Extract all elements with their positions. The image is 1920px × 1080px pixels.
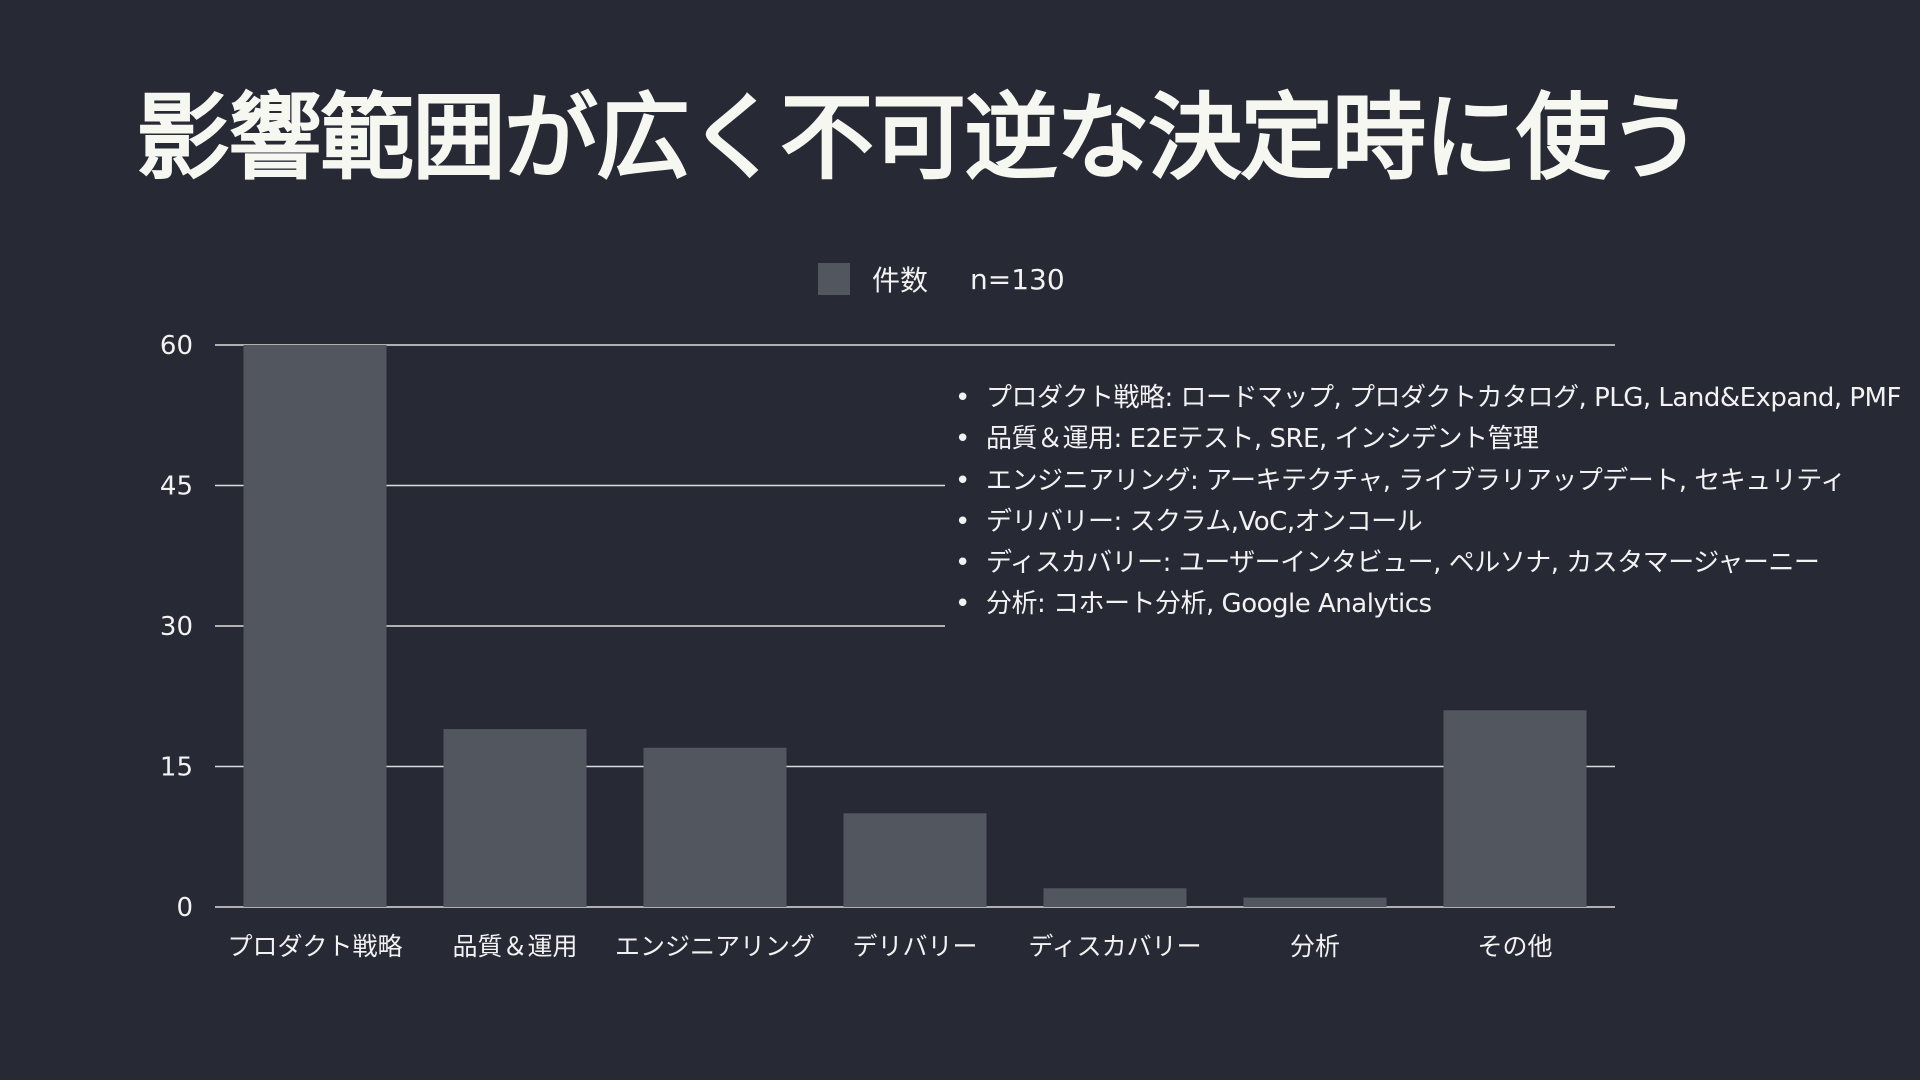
bar (1243, 897, 1387, 907)
annotation-item: 分析: コホート分析, Google Analytics (945, 584, 1920, 626)
y-tick-label: 30 (160, 612, 193, 642)
y-tick-label: 0 (176, 893, 193, 923)
bar (1043, 888, 1187, 907)
x-tick-label: その他 (1477, 932, 1552, 961)
slide-title: 影響範囲が広く不可逆な決定時に使う (136, 84, 1702, 193)
bar (243, 345, 387, 907)
annotation-item: エンジニアリング: アーキテクチャ, ライブラリアップデート, セキュリティ (945, 461, 1920, 503)
y-tick-label: 15 (160, 753, 193, 783)
y-tick-label: 45 (160, 472, 193, 502)
x-tick-label: ディスカバリー (1028, 932, 1201, 961)
legend-note: n=130 (970, 262, 1065, 296)
legend: 件数 n=130 (818, 262, 1065, 297)
annotation-item: ディスカバリー: ユーザーインタビュー, ペルソナ, カスタマージャーニー (945, 543, 1920, 585)
bar (1443, 710, 1587, 907)
x-tick-label: エンジニアリング (615, 932, 815, 961)
legend-swatch (818, 263, 850, 295)
annotation-item: デリバリー: スクラム,VoC,オンコール (945, 502, 1920, 544)
x-tick-label: 分析 (1290, 932, 1340, 961)
annotation-item: プロダクト戦略: ロードマップ, プロダクトカタログ, PLG, Land&Ex… (945, 378, 1920, 420)
x-tick-label: 品質＆運用 (452, 932, 577, 961)
annotation-item: 品質＆運用: E2Eテスト, SRE, インシデント管理 (945, 419, 1920, 461)
x-tick-label: プロダクト戦略 (227, 932, 402, 961)
bar (643, 747, 787, 907)
y-tick-label: 60 (160, 331, 193, 361)
legend-label: 件数 (872, 264, 929, 297)
annotation-list: プロダクト戦略: ロードマップ, プロダクトカタログ, PLG, Land&Ex… (945, 378, 1920, 638)
x-tick-label: デリバリー (852, 932, 977, 961)
bar (443, 729, 587, 907)
bar (843, 813, 987, 907)
